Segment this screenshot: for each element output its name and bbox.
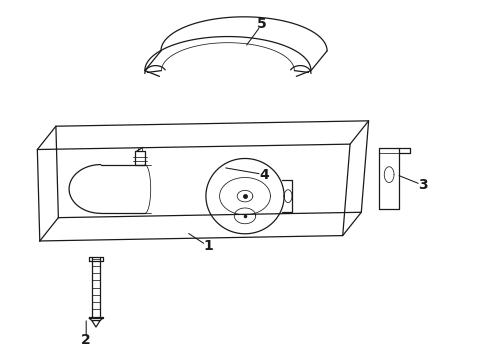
Text: 1: 1 — [203, 239, 213, 253]
Text: 4: 4 — [260, 168, 270, 182]
Text: 5: 5 — [257, 17, 267, 31]
Text: 2: 2 — [81, 333, 91, 347]
Text: 3: 3 — [418, 178, 428, 192]
